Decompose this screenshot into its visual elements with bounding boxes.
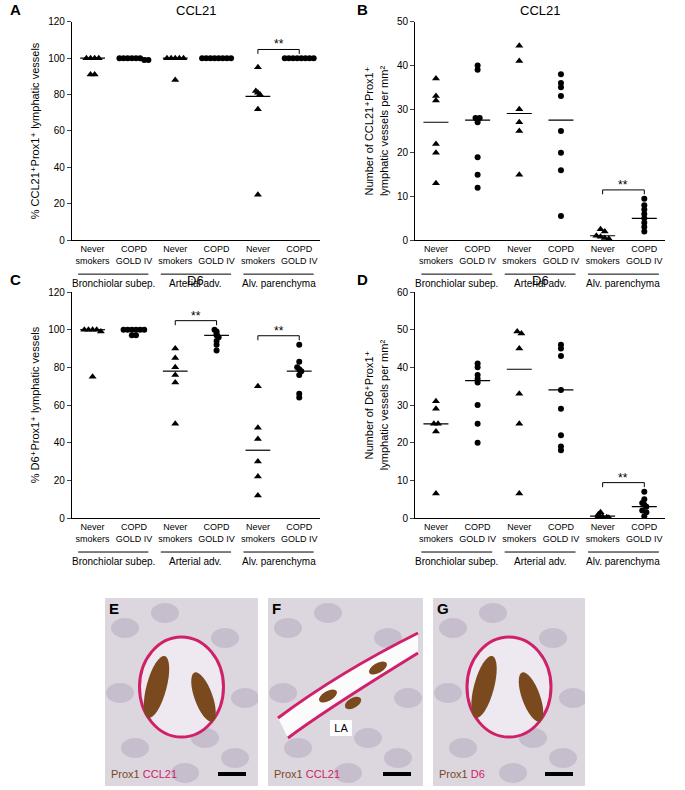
svg-text:Prox1 CCL21: Prox1 CCL21: [111, 768, 177, 780]
svg-text:Alv. parenchyma: Alv. parenchyma: [586, 556, 660, 567]
svg-text:Neversmokers: Neversmokers: [158, 244, 193, 266]
svg-text:Neversmokers: Neversmokers: [586, 244, 621, 266]
svg-text:G: G: [437, 600, 449, 617]
svg-text:Neversmokers: Neversmokers: [76, 522, 111, 544]
svg-text:Number of CCL21⁺Prox1⁺lymphati: Number of CCL21⁺Prox1⁺lymphatic vessels …: [363, 66, 389, 197]
svg-text:LA: LA: [334, 722, 348, 734]
svg-text:% CCL21⁺Prox1⁺ lymphatic vesse: % CCL21⁺Prox1⁺ lymphatic vessels: [29, 42, 41, 219]
svg-text:Bronchiolar subep.: Bronchiolar subep.: [72, 278, 155, 289]
svg-text:40: 40: [397, 362, 409, 373]
svg-text:F: F: [272, 600, 281, 617]
svg-text:Arterial adv.: Arterial adv.: [169, 278, 222, 289]
svg-text:COPDGOLD IV: COPDGOLD IV: [281, 244, 318, 266]
svg-text:60: 60: [54, 125, 66, 136]
svg-text:COPDGOLD IV: COPDGOLD IV: [198, 244, 235, 266]
svg-text:Number of D6⁺Prox1⁺lymphatic v: Number of D6⁺Prox1⁺lymphatic vessels per…: [363, 340, 389, 471]
svg-text:COPDGOLD IV: COPDGOLD IV: [626, 244, 663, 266]
svg-text:30: 30: [397, 104, 409, 115]
svg-text:120: 120: [48, 287, 65, 298]
svg-text:40: 40: [54, 162, 66, 173]
svg-text:Prox1 D6: Prox1 D6: [439, 768, 485, 780]
svg-text:20: 20: [54, 198, 66, 209]
svg-text:20: 20: [397, 437, 409, 448]
svg-text:A: A: [10, 1, 21, 18]
svg-text:% D6⁺Prox1⁺ lymphatic vessels: % D6⁺Prox1⁺ lymphatic vessels: [29, 326, 41, 483]
svg-text:COPDGOLD IV: COPDGOLD IV: [626, 522, 663, 544]
svg-text:D6: D6: [532, 273, 549, 288]
svg-text:10: 10: [397, 475, 409, 486]
svg-text:80: 80: [54, 89, 66, 100]
svg-text:10: 10: [397, 191, 409, 202]
svg-text:COPDGOLD IV: COPDGOLD IV: [116, 244, 153, 266]
svg-text:Alv. parenchyma: Alv. parenchyma: [242, 278, 316, 289]
svg-text:D: D: [357, 271, 368, 288]
svg-text:B: B: [357, 1, 368, 18]
svg-text:0: 0: [403, 513, 409, 524]
svg-text:C: C: [10, 271, 21, 288]
svg-text:**: **: [274, 324, 284, 338]
svg-text:E: E: [109, 600, 119, 617]
svg-text:COPDGOLD IV: COPDGOLD IV: [281, 522, 318, 544]
svg-text:80: 80: [54, 362, 66, 373]
svg-text:Arterial adv.: Arterial adv.: [514, 556, 567, 567]
svg-text:Neversmokers: Neversmokers: [502, 522, 537, 544]
svg-text:Neversmokers: Neversmokers: [241, 244, 276, 266]
svg-text:CCL21: CCL21: [520, 3, 560, 18]
svg-text:100: 100: [48, 53, 65, 64]
svg-text:COPDGOLD IV: COPDGOLD IV: [459, 522, 496, 544]
svg-text:Neversmokers: Neversmokers: [586, 522, 621, 544]
svg-text:50: 50: [397, 324, 409, 335]
svg-text:120: 120: [48, 16, 65, 27]
svg-text:**: **: [191, 309, 201, 323]
svg-text:**: **: [274, 37, 284, 51]
svg-text:0: 0: [59, 513, 65, 524]
svg-text:Arterial adv.: Arterial adv.: [514, 278, 567, 289]
svg-text:**: **: [618, 178, 628, 192]
svg-text:20: 20: [54, 475, 66, 486]
svg-text:COPDGOLD IV: COPDGOLD IV: [543, 244, 580, 266]
svg-text:60: 60: [397, 287, 409, 298]
svg-text:Neversmokers: Neversmokers: [502, 244, 537, 266]
svg-text:**: **: [618, 471, 628, 485]
svg-text:COPDGOLD IV: COPDGOLD IV: [116, 522, 153, 544]
svg-text:COPDGOLD IV: COPDGOLD IV: [459, 244, 496, 266]
svg-text:Neversmokers: Neversmokers: [241, 522, 276, 544]
svg-text:20: 20: [397, 147, 409, 158]
svg-text:Alv. parenchyma: Alv. parenchyma: [242, 556, 316, 567]
svg-text:CCL21: CCL21: [176, 3, 216, 18]
svg-text:0: 0: [59, 235, 65, 246]
svg-text:Neversmokers: Neversmokers: [76, 244, 111, 266]
svg-text:D6: D6: [187, 273, 204, 288]
svg-text:0: 0: [403, 235, 409, 246]
svg-text:Neversmokers: Neversmokers: [419, 244, 454, 266]
svg-text:COPDGOLD IV: COPDGOLD IV: [543, 522, 580, 544]
svg-text:COPDGOLD IV: COPDGOLD IV: [198, 522, 235, 544]
svg-text:30: 30: [397, 400, 409, 411]
svg-text:Neversmokers: Neversmokers: [419, 522, 454, 544]
svg-text:50: 50: [397, 16, 409, 27]
svg-text:40: 40: [397, 60, 409, 71]
svg-text:Bronchiolar subep.: Bronchiolar subep.: [415, 556, 498, 567]
svg-text:Bronchiolar subep.: Bronchiolar subep.: [72, 556, 155, 567]
svg-text:100: 100: [48, 324, 65, 335]
svg-text:Alv. parenchyma: Alv. parenchyma: [586, 278, 660, 289]
svg-text:Arterial adv.: Arterial adv.: [169, 556, 222, 567]
svg-text:Neversmokers: Neversmokers: [158, 522, 193, 544]
svg-text:60: 60: [54, 400, 66, 411]
svg-text:Bronchiolar subep.: Bronchiolar subep.: [415, 278, 498, 289]
svg-text:40: 40: [54, 437, 66, 448]
svg-text:Prox1 CCL21: Prox1 CCL21: [274, 768, 340, 780]
